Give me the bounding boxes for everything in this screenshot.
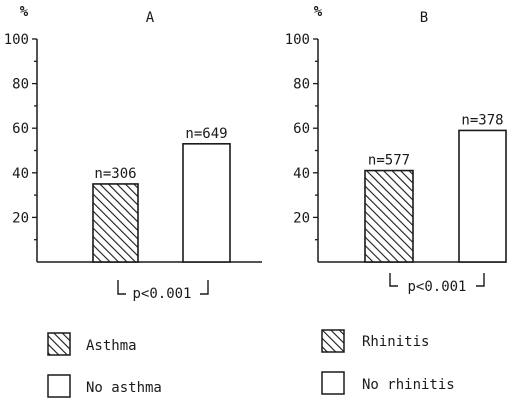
panel-b-pvalue: p<0.001 — [407, 279, 466, 295]
bar-rhinitis — [364, 169, 414, 263]
legend-asthma-label: Asthma — [86, 338, 137, 354]
panel-a-title: A — [146, 10, 155, 26]
legend-b: Rhinitis No rhinitis — [321, 329, 455, 395]
y-tick-label: 40 — [12, 166, 29, 182]
y-tick-label: 20 — [293, 210, 310, 226]
y-tick-label: 20 — [12, 210, 29, 226]
bar-data-label: n=306 — [94, 166, 136, 182]
y-tick-label: 80 — [293, 77, 310, 93]
bracket-left — [117, 280, 126, 295]
y-tick-label: 100 — [4, 32, 29, 48]
panel-a-plot: 20 40 60 80 100 n=306 n=649 — [4, 32, 262, 295]
bar-no-asthma — [182, 143, 231, 263]
bracket-left — [389, 273, 398, 287]
panel-b-title: B — [420, 10, 428, 26]
legend-no-rhinitis-swatch — [321, 371, 345, 395]
bar-no-rhinitis — [458, 129, 507, 263]
y-tick-label: 40 — [293, 166, 310, 182]
legend-no-asthma-swatch — [47, 374, 71, 398]
panel-a: A % 20 40 60 80 100 n=306 n=649 p<0.001 — [4, 4, 262, 302]
y-tick-label: 60 — [12, 121, 29, 137]
bracket-right — [476, 273, 485, 287]
legend-asthma-swatch — [47, 332, 71, 356]
panel-a-y-unit: % — [20, 4, 29, 20]
y-tick-label: 100 — [285, 32, 310, 48]
panel-b-y-unit: % — [314, 4, 323, 20]
bracket-right — [200, 280, 209, 295]
legend-no-rhinitis-label: No rhinitis — [362, 377, 455, 393]
panel-a-pvalue: p<0.001 — [132, 286, 191, 302]
legend-rhinitis-swatch — [321, 329, 345, 353]
bar-data-label: n=649 — [185, 126, 227, 142]
y-tick-label: 80 — [12, 77, 29, 93]
bar-data-label: n=577 — [368, 153, 410, 169]
panel-b: B % 20 40 60 80 100 n=577 n=378 p<0.001 — [285, 4, 507, 295]
y-tick-label: 60 — [293, 121, 310, 137]
legend-no-asthma-label: No asthma — [86, 380, 162, 396]
bar-data-label: n=378 — [461, 112, 503, 128]
bar-asthma — [92, 183, 139, 263]
legend-a: Asthma No asthma — [47, 332, 162, 398]
legend-rhinitis-label: Rhinitis — [362, 334, 429, 350]
panel-b-plot: 20 40 60 80 100 n=577 n=378 — [285, 32, 507, 287]
